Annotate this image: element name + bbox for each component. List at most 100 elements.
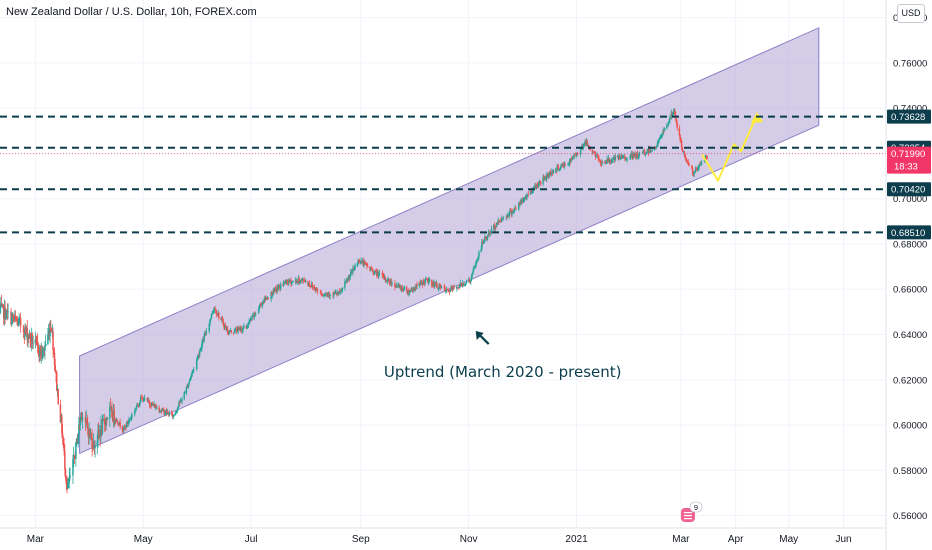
candle-body xyxy=(422,280,425,283)
candle-body xyxy=(305,281,307,283)
candle-body xyxy=(564,164,566,165)
candle-body xyxy=(94,445,96,449)
candle-body xyxy=(477,256,479,259)
candle-body xyxy=(660,135,663,138)
candle-body xyxy=(480,249,482,252)
candle-body xyxy=(309,285,311,287)
candle-body xyxy=(106,418,109,420)
candle-body xyxy=(69,475,71,478)
candle-body xyxy=(221,318,224,321)
candle-body xyxy=(172,415,174,417)
candle-body xyxy=(212,309,215,312)
candle-body xyxy=(573,154,575,159)
candle-body xyxy=(81,417,84,420)
candle-body xyxy=(595,155,597,157)
candle-body xyxy=(667,122,670,125)
candle-body xyxy=(344,282,346,288)
candle-body xyxy=(475,261,477,267)
candle-body xyxy=(237,327,239,332)
candle-body xyxy=(706,157,709,159)
candle-body xyxy=(412,288,415,291)
candle-body xyxy=(408,291,411,293)
candle-body xyxy=(438,284,440,289)
candle-body xyxy=(97,429,100,434)
candle-body xyxy=(320,292,323,294)
candle-body xyxy=(629,157,631,159)
candle-body xyxy=(630,154,632,158)
candle-body xyxy=(36,341,39,345)
candle-body xyxy=(415,284,418,289)
candle-body xyxy=(117,422,119,425)
candle-body xyxy=(401,287,404,290)
candle-body xyxy=(338,291,340,294)
candle-body xyxy=(464,284,466,286)
candle-body xyxy=(666,125,668,129)
candle-body xyxy=(267,297,269,299)
candle-body xyxy=(605,162,608,164)
candle-body xyxy=(209,318,212,320)
candle-body xyxy=(550,173,552,175)
candle-body xyxy=(168,412,171,416)
candle-body xyxy=(158,407,160,412)
candle-body xyxy=(531,190,534,192)
candle-body xyxy=(230,330,233,333)
candle-body xyxy=(579,149,582,154)
candle-body xyxy=(103,420,106,425)
candle-body xyxy=(116,419,118,423)
candle-body xyxy=(568,160,571,165)
candle-body xyxy=(593,152,595,154)
candle-body xyxy=(201,343,203,349)
candle-body xyxy=(644,151,646,155)
candle-body xyxy=(72,459,74,476)
candle-body xyxy=(191,371,194,374)
candle-body xyxy=(668,121,670,123)
level-label-bg xyxy=(887,225,931,240)
candle-body xyxy=(513,209,516,211)
candle-body xyxy=(185,387,188,393)
candle-body xyxy=(142,400,145,402)
currency-button[interactable]: USD xyxy=(897,4,925,23)
candle-body xyxy=(274,288,277,290)
y-tick-label: 0.62000 xyxy=(893,375,927,386)
candle-body xyxy=(535,184,538,188)
candle-body xyxy=(608,158,611,162)
candle-body xyxy=(371,269,373,272)
candle-body xyxy=(282,281,285,285)
candle-body xyxy=(575,154,577,156)
candle-body xyxy=(163,409,166,415)
candle-body xyxy=(243,326,245,328)
candles xyxy=(0,108,709,494)
candle-body xyxy=(509,210,512,212)
candle-body xyxy=(220,317,222,320)
candle-body xyxy=(456,287,459,288)
candle-body xyxy=(179,400,182,403)
candle-body xyxy=(391,283,393,285)
candle-body xyxy=(700,164,702,166)
candle-body xyxy=(91,437,93,448)
candle-body xyxy=(181,398,183,402)
candle-body xyxy=(684,154,687,158)
candle-body xyxy=(201,339,204,344)
candle-body xyxy=(420,281,423,283)
projection-path xyxy=(701,114,758,183)
candle-body xyxy=(109,406,111,419)
x-tick-label: Mar xyxy=(672,534,690,545)
candle-body xyxy=(204,333,207,335)
candle-body xyxy=(203,335,205,342)
candle-body xyxy=(622,157,625,159)
candle-body xyxy=(123,427,125,431)
candle-body xyxy=(37,344,40,354)
candle-body xyxy=(443,285,446,289)
candle-body xyxy=(316,289,319,292)
candle-body xyxy=(18,319,20,320)
candle-body xyxy=(302,279,305,281)
candle-body xyxy=(612,159,614,161)
candle-body xyxy=(212,311,214,314)
level-label-text: 0.68510 xyxy=(891,228,925,239)
badge-count-bg xyxy=(689,501,703,513)
candle-body xyxy=(542,177,544,184)
candle-body xyxy=(79,418,82,426)
candle-body xyxy=(366,266,369,268)
candle-body xyxy=(663,128,666,131)
